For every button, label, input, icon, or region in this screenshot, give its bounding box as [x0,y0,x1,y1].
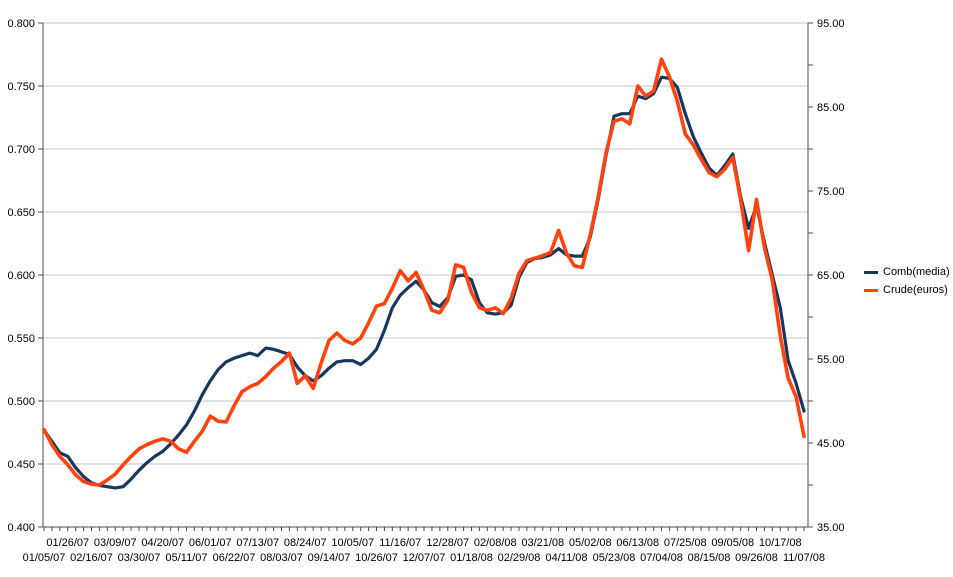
x-axis-label: 04/20/07 [141,537,184,549]
x-axis-label: 12/28/07 [426,537,469,549]
x-axis-label: 06/22/07 [213,552,256,564]
legend-label-crude: Crude(euros) [883,284,948,296]
x-axis-label: 12/07/07 [403,552,446,564]
left-axis-label: 0.400 [7,522,35,534]
x-axis-label: 10/26/07 [355,552,398,564]
x-axis-label: 11/07/08 [783,552,825,564]
legend-label-comb: Comb(media) [883,266,950,278]
x-axis-label: 01/26/07 [46,537,89,549]
right-axis-label: 95.00 [817,18,845,30]
series-line-crude-euros- [42,57,806,487]
x-axis-label: 03/21/08 [521,537,564,549]
x-axis-label: 05/11/07 [165,552,207,564]
x-axis-label: 02/08/08 [474,537,517,549]
x-axis-label: 08/15/08 [688,552,731,564]
x-axis-label: 09/05/08 [711,537,754,549]
x-axis-label: 10/05/07 [331,537,374,549]
x-axis-label: 01/18/08 [450,552,493,564]
x-axis-label: 02/16/07 [70,552,113,564]
x-axis-label: 08/03/07 [260,552,303,564]
right-axis-label: 65.00 [817,270,845,282]
left-axis-label: 0.500 [7,396,35,408]
left-axis-label: 0.700 [7,144,35,156]
legend-item-comb: Comb(media) [864,266,950,279]
left-axis-label: 0.450 [7,459,35,471]
left-axis-label: 0.800 [7,18,35,30]
x-axis-label: 04/11/08 [545,552,587,564]
right-axis-label: 85.00 [817,102,845,114]
x-axis-label: 10/17/08 [759,537,802,549]
x-axis-label: 08/24/07 [284,537,327,549]
x-axis-label: 02/29/08 [498,552,541,564]
comb-line-swatch [864,271,878,274]
x-axis-label: 01/05/07 [23,552,66,564]
legend-item-crude: Crude(euros) [864,284,950,297]
x-axis-label: 09/26/08 [735,552,778,564]
x-axis-label: 03/09/07 [94,537,137,549]
right-axis-label: 55.00 [817,354,845,366]
crude-line-swatch [864,289,878,292]
left-axis-label: 0.750 [7,81,35,93]
x-axis-label: 05/02/08 [569,537,612,549]
x-axis-label: 06/01/07 [189,537,232,549]
right-axis-label: 75.00 [817,186,845,198]
x-axis-label: 07/04/08 [640,552,683,564]
left-axis-label: 0.550 [7,333,35,345]
x-axis-label: 11/16/07 [379,537,421,549]
left-axis-label: 0.600 [7,270,35,282]
left-axis-label: 0.650 [7,207,35,219]
x-axis-label: 05/23/08 [593,552,636,564]
chart-legend: Comb(media) Crude(euros) [864,266,950,297]
x-axis-label: 03/30/07 [118,552,161,564]
x-axis-label: 06/13/08 [616,537,659,549]
x-axis-label: 07/13/07 [236,537,279,549]
x-axis-label: 07/25/08 [664,537,707,549]
x-axis-label: 09/14/07 [308,552,351,564]
right-axis-label: 35.00 [817,522,845,534]
right-axis-label: 45.00 [817,438,845,450]
